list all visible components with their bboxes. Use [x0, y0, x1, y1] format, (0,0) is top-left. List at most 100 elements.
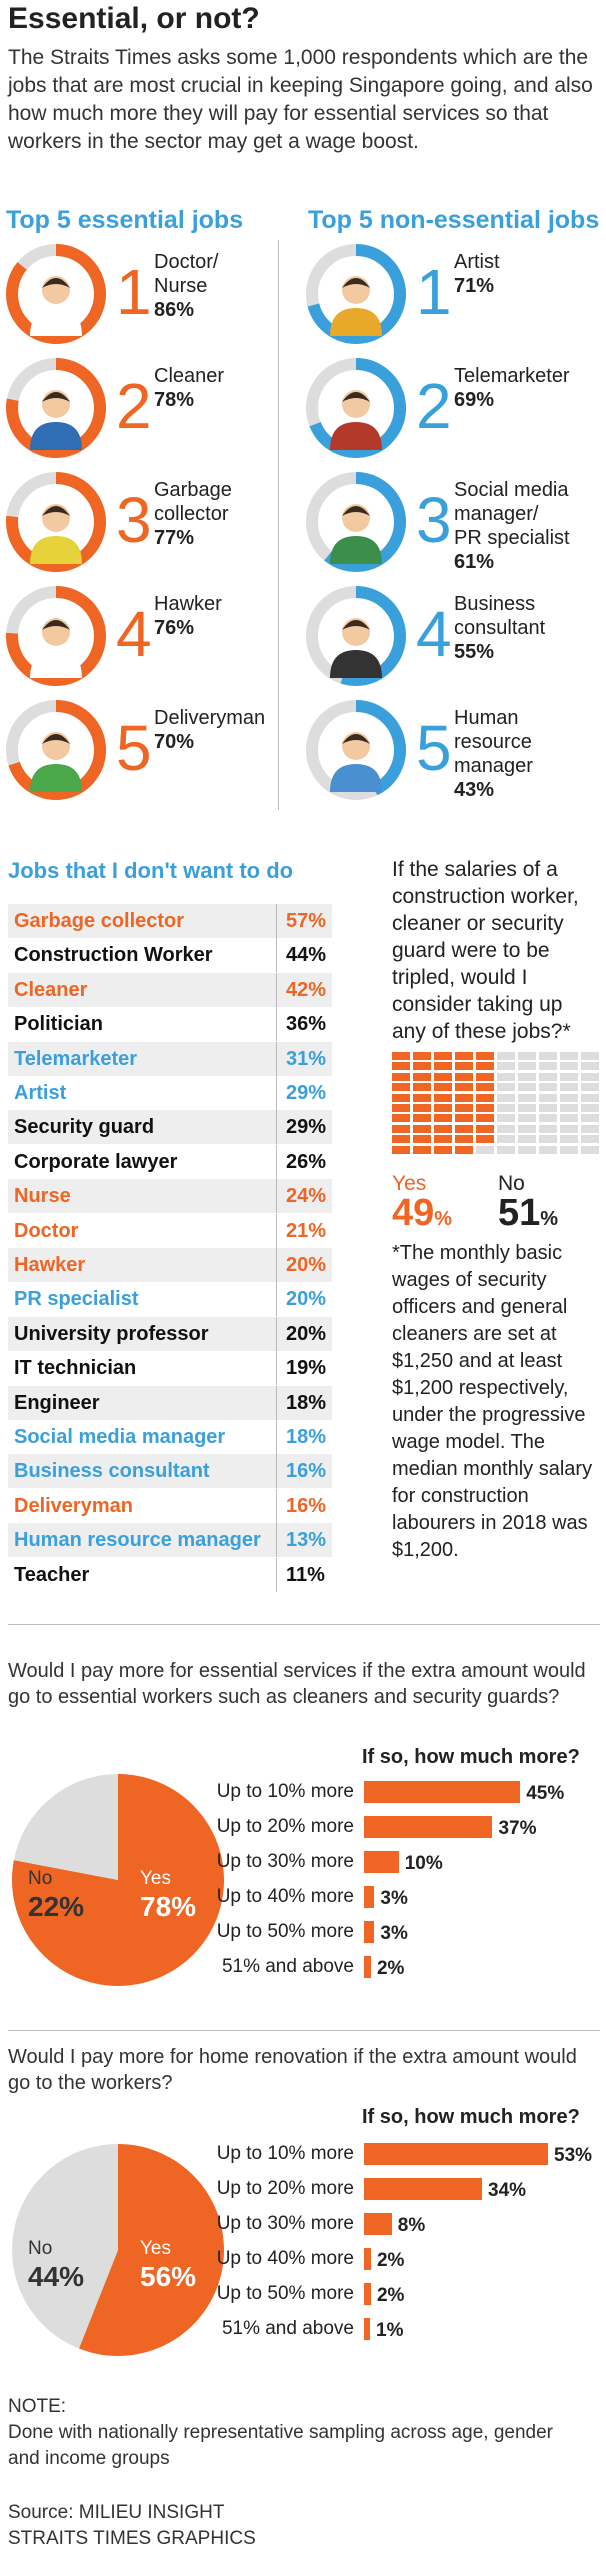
job-label: Hawker	[154, 593, 222, 615]
bar	[364, 2318, 370, 2340]
job-item: 2 Telemarketer 69%	[304, 356, 574, 466]
pie-slice-yes	[11, 1774, 225, 1986]
waffle-cell	[434, 1062, 452, 1071]
job-percentage: 55%	[454, 641, 495, 663]
job-item: 4 Business consultant 55%	[304, 584, 574, 694]
waffle-cell	[476, 1062, 494, 1071]
job-label: Business	[454, 593, 536, 615]
waffle-cell	[518, 1104, 536, 1112]
job-item: 1 Doctor/Nurse 86%	[4, 242, 274, 352]
waffle-cell	[455, 1114, 473, 1123]
table-row: Social media manager 18%	[8, 1420, 332, 1454]
waffle-cell	[518, 1083, 536, 1092]
waffle-cell	[539, 1052, 557, 1060]
job-name: PR specialist	[14, 1288, 139, 1311]
bar-category-label: Up to 30% more	[216, 2213, 354, 2234]
yes-pct-sign: %	[434, 1208, 453, 1230]
essential-heading: Top 5 essential jobs	[6, 206, 244, 234]
bar-category-label: Up to 10% more	[216, 2143, 354, 2164]
job-rank: 1	[416, 256, 452, 328]
bar-category-label: Up to 30% more	[216, 1851, 354, 1872]
waffle-cell	[434, 1093, 452, 1102]
job-percentage: 20%	[286, 1288, 327, 1311]
renovation-how-much-heading: If so, how much more?	[362, 2106, 580, 2128]
waffle-cell	[497, 1104, 515, 1112]
donut-arc	[6, 358, 106, 458]
waffle-cell	[413, 1083, 431, 1092]
pie-no-label: No	[28, 1868, 52, 1889]
job-rank: 5	[116, 712, 152, 784]
bar-category-label: Up to 50% more	[216, 2283, 354, 2304]
job-percentage: 13%	[286, 1529, 327, 1552]
column-separator	[276, 1385, 277, 1420]
waffle-cell	[434, 1114, 452, 1123]
job-name: Artist	[14, 1082, 67, 1104]
job-name: Human resource manager	[14, 1529, 261, 1552]
waffle-cell	[560, 1083, 578, 1092]
waffle-cell	[560, 1093, 578, 1102]
waffle-cell	[434, 1135, 452, 1144]
bar	[364, 1781, 521, 1803]
job-name: Doctor	[14, 1219, 79, 1242]
bar	[364, 2178, 483, 2200]
job-donut	[306, 244, 406, 344]
section-divider	[8, 2030, 600, 2031]
job-rank: 3	[416, 484, 452, 556]
job-name: Security guard	[14, 1116, 155, 1139]
pie-slice-yes	[78, 2144, 224, 2356]
job-donut	[6, 358, 106, 458]
job-percentage: 43%	[454, 779, 495, 801]
column-separator	[276, 1420, 277, 1454]
pie-yes-label: Yes	[140, 1868, 171, 1889]
garbage-collector-icon	[30, 504, 82, 564]
job-percentage: 11%	[286, 1563, 325, 1586]
waffle-cell	[539, 1083, 557, 1092]
table-row: Doctor 21%	[8, 1213, 332, 1248]
waffle-cell	[560, 1062, 578, 1071]
waffle-cell	[455, 1135, 473, 1144]
waffle-cell	[476, 1072, 494, 1081]
job-percentage: 21%	[286, 1219, 327, 1242]
bar-category-label: Up to 20% more	[216, 2178, 354, 2199]
no-value: 51%	[498, 1192, 558, 1235]
bar-category-label: Up to 20% more	[216, 1816, 354, 1837]
job-donut	[6, 244, 106, 344]
job-item: 3 Garbage collector 77%	[4, 470, 274, 580]
pie-no-value: 22%	[28, 1891, 84, 1922]
job-item: 5 Deliveryman 70%	[4, 698, 274, 808]
bar	[364, 2248, 371, 2270]
job-item: 3 Social media manager/PR specialist 61%	[304, 470, 574, 580]
job-item: 2 Cleaner 78%	[4, 356, 274, 466]
job-label: manager/	[454, 503, 539, 525]
job-label: Cleaner	[154, 365, 225, 387]
waffle-cell	[560, 1072, 578, 1081]
job-donut	[6, 700, 106, 800]
job-percentage: 71%	[454, 275, 495, 297]
table-row: Construction Worker 44%	[8, 938, 332, 973]
job-percentage: 78%	[154, 389, 195, 411]
waffle-cell	[560, 1104, 578, 1112]
waffle-cell	[455, 1062, 473, 1071]
waffle-cell	[455, 1072, 473, 1081]
table-row: Human resource manager 13%	[8, 1523, 332, 1558]
column-separator	[276, 1007, 277, 1042]
waffle-cell	[518, 1145, 536, 1154]
waffle-cell	[392, 1124, 410, 1133]
donut-arc	[6, 472, 106, 572]
yes-number: 49	[392, 1192, 435, 1234]
donut-arc	[324, 472, 406, 572]
waffle-cell	[392, 1114, 410, 1123]
telemarketer-icon	[330, 390, 382, 450]
waffle-cell	[455, 1124, 473, 1133]
waffle-cell	[455, 1104, 473, 1112]
job-name: Deliveryman	[14, 1494, 133, 1517]
bar-category-label: 51% and above	[221, 1956, 354, 1977]
bar	[364, 2213, 392, 2235]
waffle-cell	[392, 1135, 410, 1144]
waffle-cell	[476, 1104, 494, 1112]
column-separator	[276, 1488, 277, 1523]
bar-value-label: 2%	[376, 2250, 405, 2271]
job-percentage: 20%	[286, 1254, 327, 1276]
job-percentage: 29%	[286, 1116, 327, 1139]
